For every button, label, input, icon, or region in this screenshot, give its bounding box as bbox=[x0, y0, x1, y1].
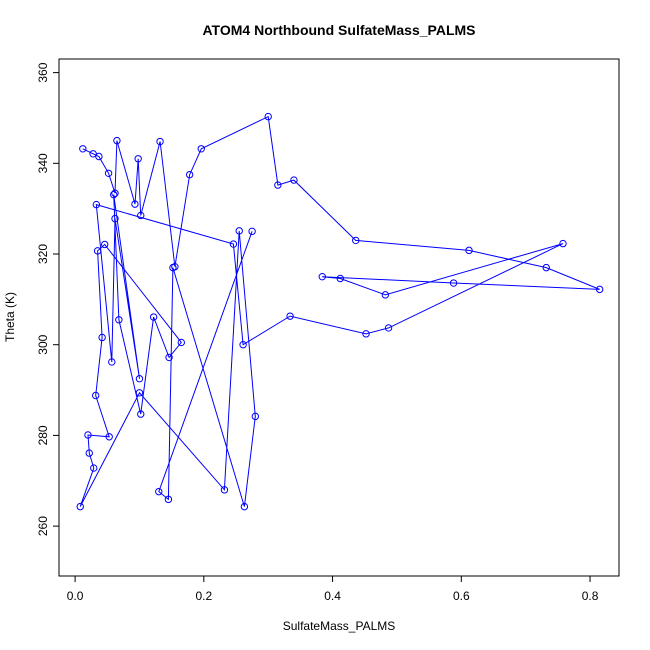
data-point bbox=[559, 239, 567, 248]
data-point bbox=[111, 214, 119, 223]
x-tick-label: 0.2 bbox=[195, 589, 212, 603]
data-point bbox=[89, 150, 97, 158]
data-point bbox=[101, 240, 109, 249]
y-tick-label: 300 bbox=[36, 334, 50, 354]
data-point bbox=[164, 495, 173, 504]
data-point bbox=[135, 375, 144, 383]
data-point bbox=[251, 412, 260, 421]
data-point bbox=[595, 285, 604, 294]
data-point bbox=[134, 155, 142, 163]
data-point bbox=[449, 279, 458, 287]
data-point bbox=[239, 341, 247, 349]
x-axis: 0.0 0.2 0.4 0.6 0.8 bbox=[67, 575, 599, 603]
data-point bbox=[137, 211, 145, 220]
data-point bbox=[235, 227, 243, 235]
data-point bbox=[104, 169, 113, 177]
data-point bbox=[90, 464, 98, 472]
plot-frame bbox=[58, 58, 620, 577]
series-points bbox=[76, 112, 604, 511]
x-tick-label: 0.6 bbox=[453, 589, 470, 603]
data-point bbox=[274, 181, 282, 189]
data-point bbox=[131, 200, 139, 208]
data-point bbox=[336, 274, 344, 283]
data-point bbox=[542, 263, 550, 272]
x-tick-label: 0.0 bbox=[67, 589, 84, 603]
data-point bbox=[84, 431, 92, 439]
data-point bbox=[156, 137, 164, 146]
series-line bbox=[79, 115, 600, 507]
data-point bbox=[115, 316, 123, 324]
data-point bbox=[85, 449, 93, 457]
y-tick-label: 340 bbox=[36, 153, 50, 173]
data-point bbox=[155, 487, 163, 496]
y-axis-label: Theta (K) bbox=[3, 292, 17, 342]
data-point bbox=[98, 333, 106, 342]
data-point bbox=[286, 312, 294, 320]
data-point bbox=[229, 240, 238, 248]
x-axis-label: SulfateMass_PALMS bbox=[283, 619, 396, 633]
data-point bbox=[185, 170, 194, 179]
data-point bbox=[113, 136, 121, 145]
data-point bbox=[93, 247, 102, 255]
data-point bbox=[240, 502, 249, 511]
data-point bbox=[135, 389, 144, 397]
data-point bbox=[197, 145, 205, 153]
data-point bbox=[220, 486, 229, 494]
data-point bbox=[165, 353, 173, 362]
data-point bbox=[169, 263, 177, 272]
y-tick-label: 280 bbox=[36, 425, 50, 445]
data-point bbox=[352, 236, 360, 245]
data-point bbox=[384, 324, 393, 332]
data-point bbox=[465, 246, 473, 255]
chart-title: ATOM4 Northbound SulfateMass_PALMS bbox=[202, 22, 475, 38]
data-point bbox=[110, 190, 118, 199]
data-point bbox=[95, 152, 103, 161]
data-point bbox=[264, 112, 272, 121]
x-tick-label: 0.8 bbox=[582, 589, 599, 603]
data-point bbox=[248, 227, 256, 236]
data-point bbox=[137, 410, 145, 418]
data-point bbox=[177, 338, 185, 347]
y-tick-label: 320 bbox=[36, 244, 50, 264]
data-point bbox=[149, 313, 158, 321]
data-point bbox=[105, 433, 113, 441]
data-point bbox=[76, 502, 84, 511]
series-lines bbox=[79, 115, 600, 507]
x-tick-label: 0.4 bbox=[324, 589, 341, 603]
data-point bbox=[79, 145, 87, 153]
data-point bbox=[111, 189, 119, 197]
data-point bbox=[92, 200, 101, 209]
data-point bbox=[318, 272, 326, 281]
data-point bbox=[381, 291, 390, 299]
y-tick-label: 260 bbox=[36, 516, 50, 536]
data-point bbox=[91, 391, 100, 400]
y-axis: 260 280 300 320 340 360 bbox=[36, 62, 60, 536]
data-point bbox=[290, 176, 298, 184]
y-tick-label: 360 bbox=[36, 62, 50, 82]
data-point bbox=[362, 330, 370, 338]
data-point bbox=[108, 358, 116, 366]
